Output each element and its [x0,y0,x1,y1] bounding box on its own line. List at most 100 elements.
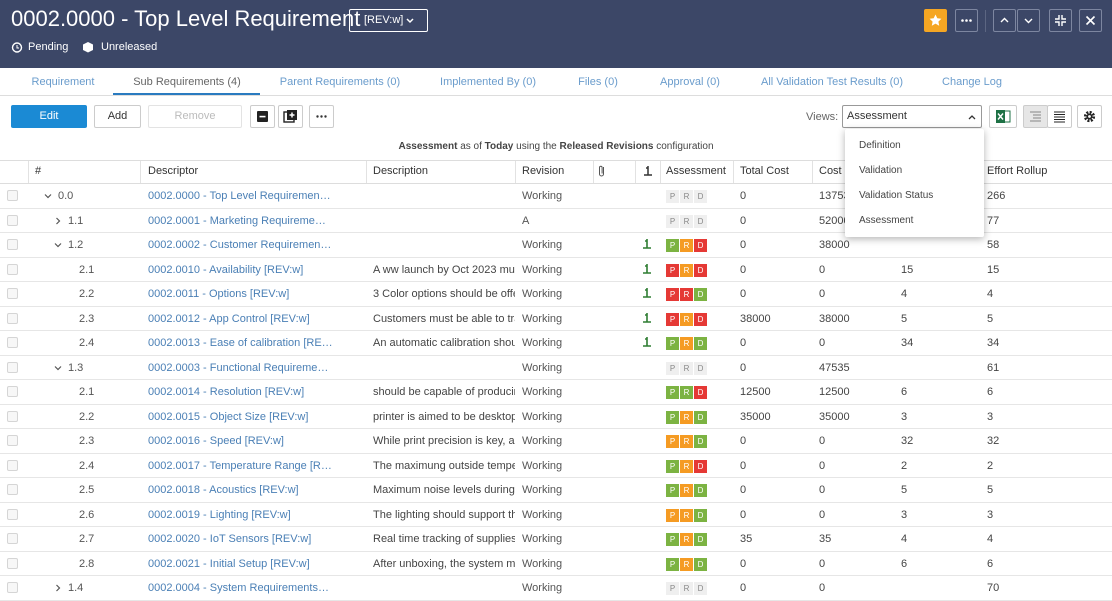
revision: Working [522,312,563,325]
row-checkbox[interactable] [7,410,18,422]
expand-all-button[interactable] [278,105,303,128]
table-row: 1.1 0002.0001 - Marketing Requireme… A P R D 0… [0,209,1112,233]
descriptor-link[interactable]: 0002.0004 - System Requirements… [148,582,329,594]
collapse-button[interactable] [1049,9,1072,32]
column-header: Description [373,165,429,177]
descriptor-link[interactable]: 0002.0010 - Availability [REV:w] [148,263,304,276]
assessment-badge: D [694,214,707,228]
assessment-badge: P [666,557,679,571]
description: 3 Color options should be offer [373,288,515,300]
settings-button[interactable] [1077,105,1102,128]
more-actions-button[interactable] [309,105,334,128]
collapse-all-button[interactable] [250,105,275,128]
page-title: 0002.0000 - Top Level Requirement [11,6,361,31]
tab[interactable]: Change Log [942,76,1002,88]
collapse-toggle[interactable] [54,364,62,372]
tab[interactable]: Parent Requirements (0) [279,76,401,88]
collapse-toggle[interactable] [44,192,52,200]
cost-rollup: 52000 [819,214,850,227]
descriptor-link[interactable]: 0002.0002 - Customer Requiremen… [148,239,332,251]
tab[interactable]: Requirement [31,76,95,88]
total-cost: 0 [740,484,747,496]
favorite-button[interactable] [924,9,947,32]
row-checkbox[interactable] [7,484,18,495]
row-number: 0.0 [58,190,74,202]
row-checkbox[interactable] [7,288,18,299]
tab[interactable]: Implemented By (0) [440,76,536,88]
expand-toggle[interactable] [54,584,62,592]
tab[interactable]: Approval (0) [660,76,720,88]
assessment-badge: R [680,533,693,546]
column-separator [812,161,813,183]
effort: 32 [901,435,914,447]
cost-rollup: 0 [819,484,826,496]
row-checkbox[interactable] [7,361,18,373]
row-checkbox[interactable] [7,582,18,593]
revision: Working [522,508,563,521]
previous-button[interactable] [993,9,1016,32]
view-option[interactable]: Definition [859,140,901,151]
descriptor-link[interactable]: 0002.0013 - Ease of calibration [RE… [148,337,333,349]
add-button[interactable]: Add [94,105,141,128]
next-button[interactable] [1017,9,1040,32]
row-checkbox[interactable] [7,459,18,471]
effort-rollup: 32 [987,435,1000,447]
view-option[interactable]: Validation Status [859,190,934,201]
collapse-toggle[interactable] [54,241,62,249]
row-checkbox[interactable] [7,190,18,201]
row-checkbox[interactable] [7,508,18,520]
view-option[interactable]: Assessment [859,215,914,226]
row-checkbox[interactable] [7,533,18,544]
tab[interactable]: Files (0) [578,76,618,88]
descriptor-link[interactable]: 0002.0001 - Marketing Requireme… [148,214,326,227]
view-option[interactable]: Validation [859,165,903,176]
effort-rollup: 4 [987,288,994,300]
excel-export-button[interactable] [989,105,1017,128]
descriptor-link[interactable]: 0002.0018 - Acoustics [REV:w] [148,484,299,496]
descriptor-link[interactable]: 0002.0000 - Top Level Requiremen… [148,190,331,202]
assessment-badge: D [694,557,707,571]
row-checkbox[interactable] [7,337,18,348]
descriptor-link[interactable]: 0002.0019 - Lighting [REV:w] [148,508,291,521]
descriptor-link[interactable]: 0002.0014 - Resolution [REV:w] [148,386,305,398]
more-button[interactable] [955,9,978,32]
row-checkbox[interactable] [7,557,18,569]
assessment-badge: D [694,435,707,448]
attachment-icon [599,165,604,177]
status-text: Pending [28,41,69,53]
row-checkbox[interactable] [7,239,18,250]
tab[interactable]: Sub Requirements (4) [133,76,241,88]
descriptor-link[interactable]: 0002.0003 - Functional Requireme… [148,361,329,374]
row-checkbox[interactable] [7,386,18,397]
pin-icon [643,312,651,323]
cost-rollup: 38000 [819,239,850,251]
descriptor-link[interactable]: 0002.0012 - App Control [REV:w] [148,312,310,325]
assessment-badge: R [680,239,693,252]
tab[interactable]: All Validation Test Results (0) [760,76,904,88]
revision-dropdown[interactable]: [REV:w] [349,9,428,32]
edit-button[interactable]: Edit [11,105,87,128]
descriptor-link[interactable]: 0002.0021 - Initial Setup [REV:w] [148,557,310,570]
descriptor-link[interactable]: 0002.0020 - IoT Sensors [REV:w] [148,533,312,545]
row-checkbox[interactable] [7,263,18,275]
row-checkbox[interactable] [7,214,18,226]
total-cost: 0 [740,239,747,251]
row-checkbox[interactable] [7,435,18,446]
descriptor-link[interactable]: 0002.0017 - Temperature Range [R… [148,459,332,472]
descriptor-link[interactable]: 0002.0015 - Object Size [REV:w] [148,410,309,423]
descriptor-link[interactable]: 0002.0011 - Options [REV:w] [148,288,290,300]
expand-toggle[interactable] [54,217,62,225]
assessment-badge: D [694,582,707,595]
down-icon [1024,18,1033,24]
row-checkbox[interactable] [7,312,18,324]
info-view: Assessment [398,141,458,152]
effort-rollup: 58 [987,239,1000,251]
close-button[interactable] [1079,9,1102,32]
table-row: 2.3 0002.0016 - Speed [REV:w] While print … [0,429,1112,454]
remove-button[interactable]: Remove [148,105,242,128]
description: should be capable of producing [373,386,515,398]
descriptor-link[interactable]: 0002.0016 - Speed [REV:w] [148,435,284,447]
effort: 4 [901,288,908,300]
view-select[interactable]: Assessment [842,105,982,128]
list-view-toggle[interactable] [1047,105,1072,128]
